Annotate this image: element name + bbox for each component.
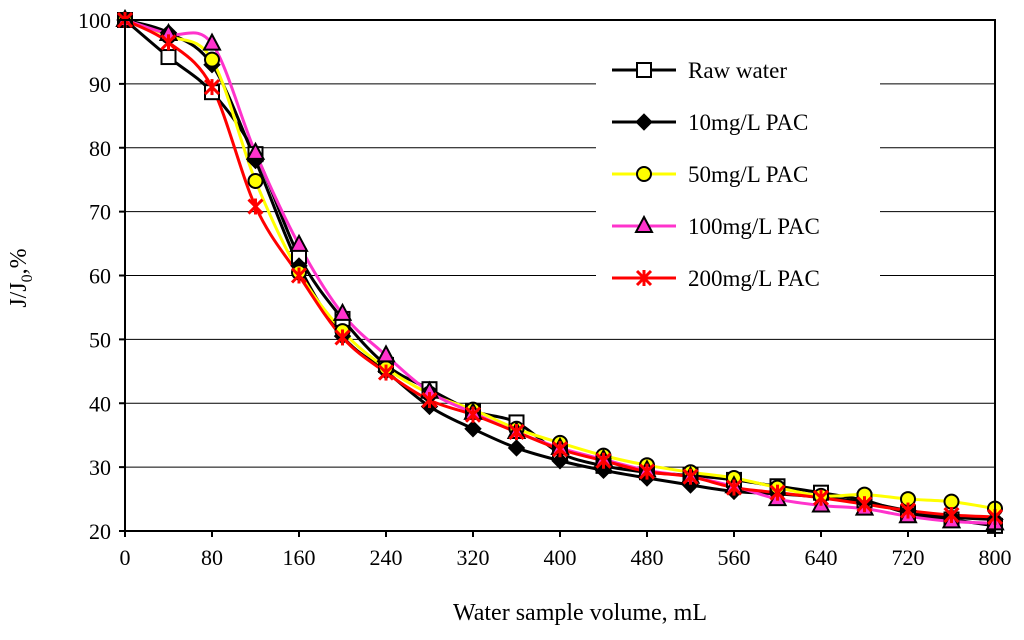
legend-item-4: 200mg/L PAC [612, 266, 820, 291]
data-point-s3-200 [332, 302, 353, 321]
marker-shape [464, 420, 482, 438]
data-point-s1-400 [551, 452, 569, 470]
y-tick-label-40: 40 [89, 391, 111, 416]
x-tick-label-720: 720 [892, 545, 925, 570]
x-tick-label-80: 80 [201, 545, 223, 570]
marker-shape [289, 233, 309, 252]
data-point-s4-760 [943, 506, 960, 524]
y-axis-title: J/J0,% [6, 248, 36, 307]
data-point-s4-600 [769, 484, 786, 501]
data-point-s2-760 [943, 493, 960, 510]
x-axis-title: Water sample volume, mL [453, 600, 707, 626]
legend-item-0: Raw water [612, 58, 787, 83]
marker-shape [245, 141, 266, 160]
data-point-s4-400 [551, 441, 569, 458]
data-point-s4-80 [203, 79, 221, 96]
data-point-s4-200 [334, 329, 351, 346]
marker-shape [202, 32, 222, 51]
marker-shape [507, 439, 526, 457]
marker-shape [943, 493, 960, 510]
y-tick-label-20: 20 [89, 519, 111, 544]
data-point-s3-120 [245, 141, 266, 160]
data-point-s4-480 [638, 463, 656, 480]
marker-shape [204, 51, 220, 68]
legend-marker [635, 269, 653, 287]
x-tick-label-160: 160 [283, 545, 316, 570]
data-point-s4-320 [464, 406, 482, 423]
data-point-s4-240 [377, 364, 395, 381]
marker-shape [160, 49, 177, 66]
marker-shape [636, 62, 652, 78]
x-tick-label-480: 480 [631, 545, 664, 570]
y-tick-label-100: 100 [78, 8, 111, 33]
series-line-1 [124, 18, 996, 522]
data-point-s4-520 [682, 468, 699, 485]
legend-marker [635, 113, 653, 131]
data-point-s4-680 [856, 496, 873, 513]
data-point-s0-40 [160, 49, 177, 66]
data-point-s4-120 [247, 198, 264, 215]
marker-shape [551, 452, 569, 470]
marker-shape [247, 172, 264, 189]
legend-item-2: 50mg/L PAC [612, 162, 808, 187]
y-tick-label-50: 50 [89, 327, 111, 352]
marker-shape [634, 214, 654, 233]
y-tick-label-90: 90 [89, 72, 111, 97]
x-tick-label-400: 400 [544, 545, 577, 570]
data-point-s4-160 [290, 267, 308, 284]
legend-label: 200mg/L PAC [688, 266, 820, 291]
x-axis-ticks: 0 80 160 240 320 400 480 560 640 720 800 [120, 531, 1012, 570]
data-point-s4-280 [421, 391, 438, 409]
legend-item-1: 10mg/L PAC [612, 110, 808, 135]
x-tick-label-560: 560 [718, 545, 751, 570]
legend-label: Raw water [688, 58, 787, 83]
x-tick-label-0: 0 [120, 545, 131, 570]
y-tick-label-70: 70 [89, 200, 111, 225]
data-point-s2-80 [204, 51, 220, 68]
y-tick-label-60: 60 [89, 264, 111, 289]
legend-label: 50mg/L PAC [688, 162, 808, 187]
legend: Raw water 10mg/L PAC 50mg/L PAC 100mg/L PAC… [596, 46, 880, 308]
y-tick-label-30: 30 [89, 455, 111, 480]
x-tick-label-240: 240 [370, 545, 403, 570]
legend-item-3: 100mg/L PAC [612, 214, 820, 239]
y-axis-ticks: 20 30 40 50 60 70 80 90 100 [78, 8, 125, 544]
data-point-s1-320 [464, 420, 482, 438]
y-tick-label-80: 80 [89, 136, 111, 161]
data-point-s4-560 [725, 479, 743, 496]
x-tick-label-320: 320 [457, 545, 490, 570]
marker-shape [332, 302, 353, 321]
marker-shape [635, 113, 653, 131]
data-point-s4-440 [595, 452, 612, 469]
data-point-s4-360 [508, 423, 525, 441]
data-point-s4-640 [812, 489, 830, 506]
data-point-s4-720 [899, 502, 917, 519]
marker-shape [376, 344, 396, 363]
legend-label: 10mg/L PAC [688, 110, 808, 135]
legend-label: 100mg/L PAC [688, 214, 820, 239]
marker-shape [636, 166, 652, 182]
legend-marker [634, 214, 654, 233]
x-tick-label-800: 800 [979, 545, 1012, 570]
data-markers [115, 8, 1005, 534]
legend-marker [636, 166, 652, 182]
data-point-s4-40 [160, 34, 177, 51]
data-point-s2-120 [247, 172, 264, 189]
data-point-s3-80 [202, 32, 222, 51]
legend-marker [636, 62, 652, 78]
data-point-s1-360 [507, 439, 526, 457]
data-point-s3-240 [376, 344, 396, 363]
data-point-s3-160 [289, 233, 309, 252]
x-tick-label-640: 640 [805, 545, 838, 570]
